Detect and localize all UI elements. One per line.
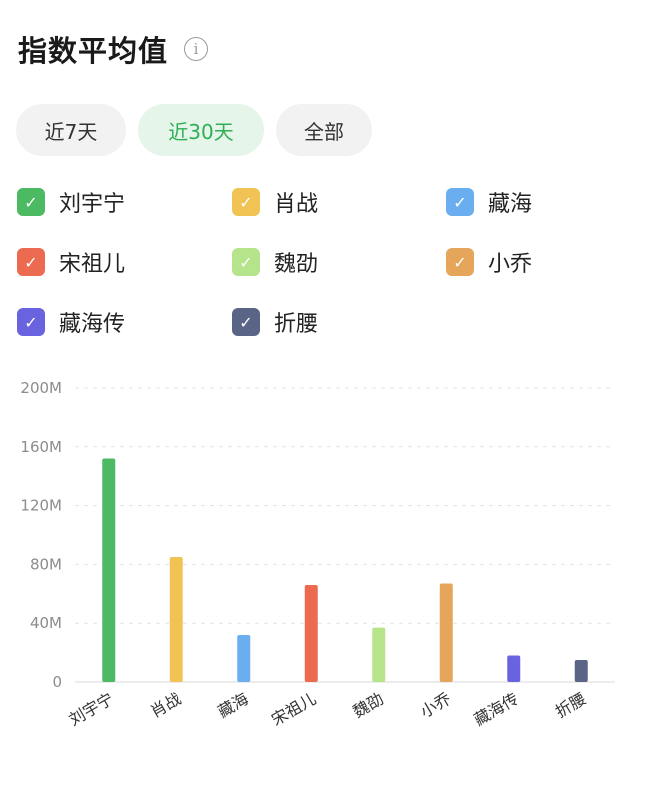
y-tick-label: 200M: [20, 379, 62, 397]
x-tick-label: 刘宇宁: [66, 689, 117, 729]
bar-5[interactable]: [439, 583, 453, 682]
bar-1[interactable]: [169, 557, 183, 682]
bar-3[interactable]: [304, 584, 318, 682]
y-tick-label: 40M: [30, 614, 62, 632]
x-tick-label: 藏海传: [471, 689, 522, 729]
checkbox-icon: ✓: [17, 188, 45, 216]
bar-chart: 0 40M 80M 120M 160M 200M 刘宇宁 肖战 藏海 宋祖儿 魏劭 小乔 藏海传 折腰: [20, 379, 615, 729]
y-tick-label: 80M: [30, 555, 62, 573]
legend-item-songzuer[interactable]: ✓ 宋祖儿: [17, 246, 125, 278]
page-title: 指数平均值: [18, 34, 169, 68]
x-tick-label: 魏劭: [350, 689, 387, 721]
y-tick-label: 0: [52, 673, 62, 691]
info-icon[interactable]: i: [184, 37, 209, 61]
legend-item-xiaozhan[interactable]: ✓ 肖战: [232, 186, 318, 218]
checkbox-icon: ✓: [232, 308, 260, 336]
legend-item-weishao[interactable]: ✓ 魏劭: [232, 246, 318, 278]
legend-label: 折腰: [274, 312, 319, 337]
checkbox-icon: ✓: [17, 248, 45, 276]
checkbox-icon: ✓: [446, 188, 474, 216]
checkbox-icon: ✓: [446, 248, 474, 276]
bar-6[interactable]: [507, 655, 521, 682]
checkbox-icon: ✓: [232, 248, 260, 276]
legend-label: 宋祖儿: [59, 252, 126, 277]
checkbox-icon: ✓: [17, 308, 45, 336]
x-tick-label: 折腰: [552, 689, 589, 721]
legend-label: 藏海传: [59, 312, 126, 337]
legend-item-liuyuning[interactable]: ✓ 刘宇宁: [17, 186, 125, 218]
bar-0[interactable]: [102, 458, 116, 682]
x-tick-label: 藏海: [215, 689, 252, 721]
y-tick-label: 120M: [20, 497, 62, 515]
legend-label: 肖战: [274, 192, 319, 217]
bar-4[interactable]: [372, 627, 386, 682]
legend-label: 小乔: [488, 252, 533, 277]
legend-item-canghaizhuan[interactable]: ✓ 藏海传: [17, 306, 125, 338]
tab-last-7-days[interactable]: 近7天: [16, 104, 126, 156]
time-range-tabs: 近7天 近30天 全部: [16, 104, 384, 156]
x-tick-label: 小乔: [417, 689, 454, 721]
tab-last-30-days[interactable]: 近30天: [138, 104, 264, 156]
y-tick-label: 160M: [20, 438, 62, 456]
legend-item-canghai[interactable]: ✓ 藏海: [446, 186, 532, 218]
x-tick-label: 肖战: [147, 689, 184, 721]
legend-item-xiaoqiao[interactable]: ✓ 小乔: [446, 246, 532, 278]
x-tick-label: 宋祖儿: [268, 689, 319, 729]
checkbox-icon: ✓: [232, 188, 260, 216]
chart-header: 指数平均值 i: [18, 28, 209, 70]
bar-7[interactable]: [574, 659, 588, 682]
legend-item-zheyao[interactable]: ✓ 折腰: [232, 306, 318, 338]
bar-2[interactable]: [237, 634, 251, 682]
legend-label: 魏劭: [274, 252, 319, 277]
legend-label: 藏海: [488, 192, 533, 217]
tab-all[interactable]: 全部: [276, 104, 372, 156]
legend-label: 刘宇宁: [59, 192, 126, 217]
